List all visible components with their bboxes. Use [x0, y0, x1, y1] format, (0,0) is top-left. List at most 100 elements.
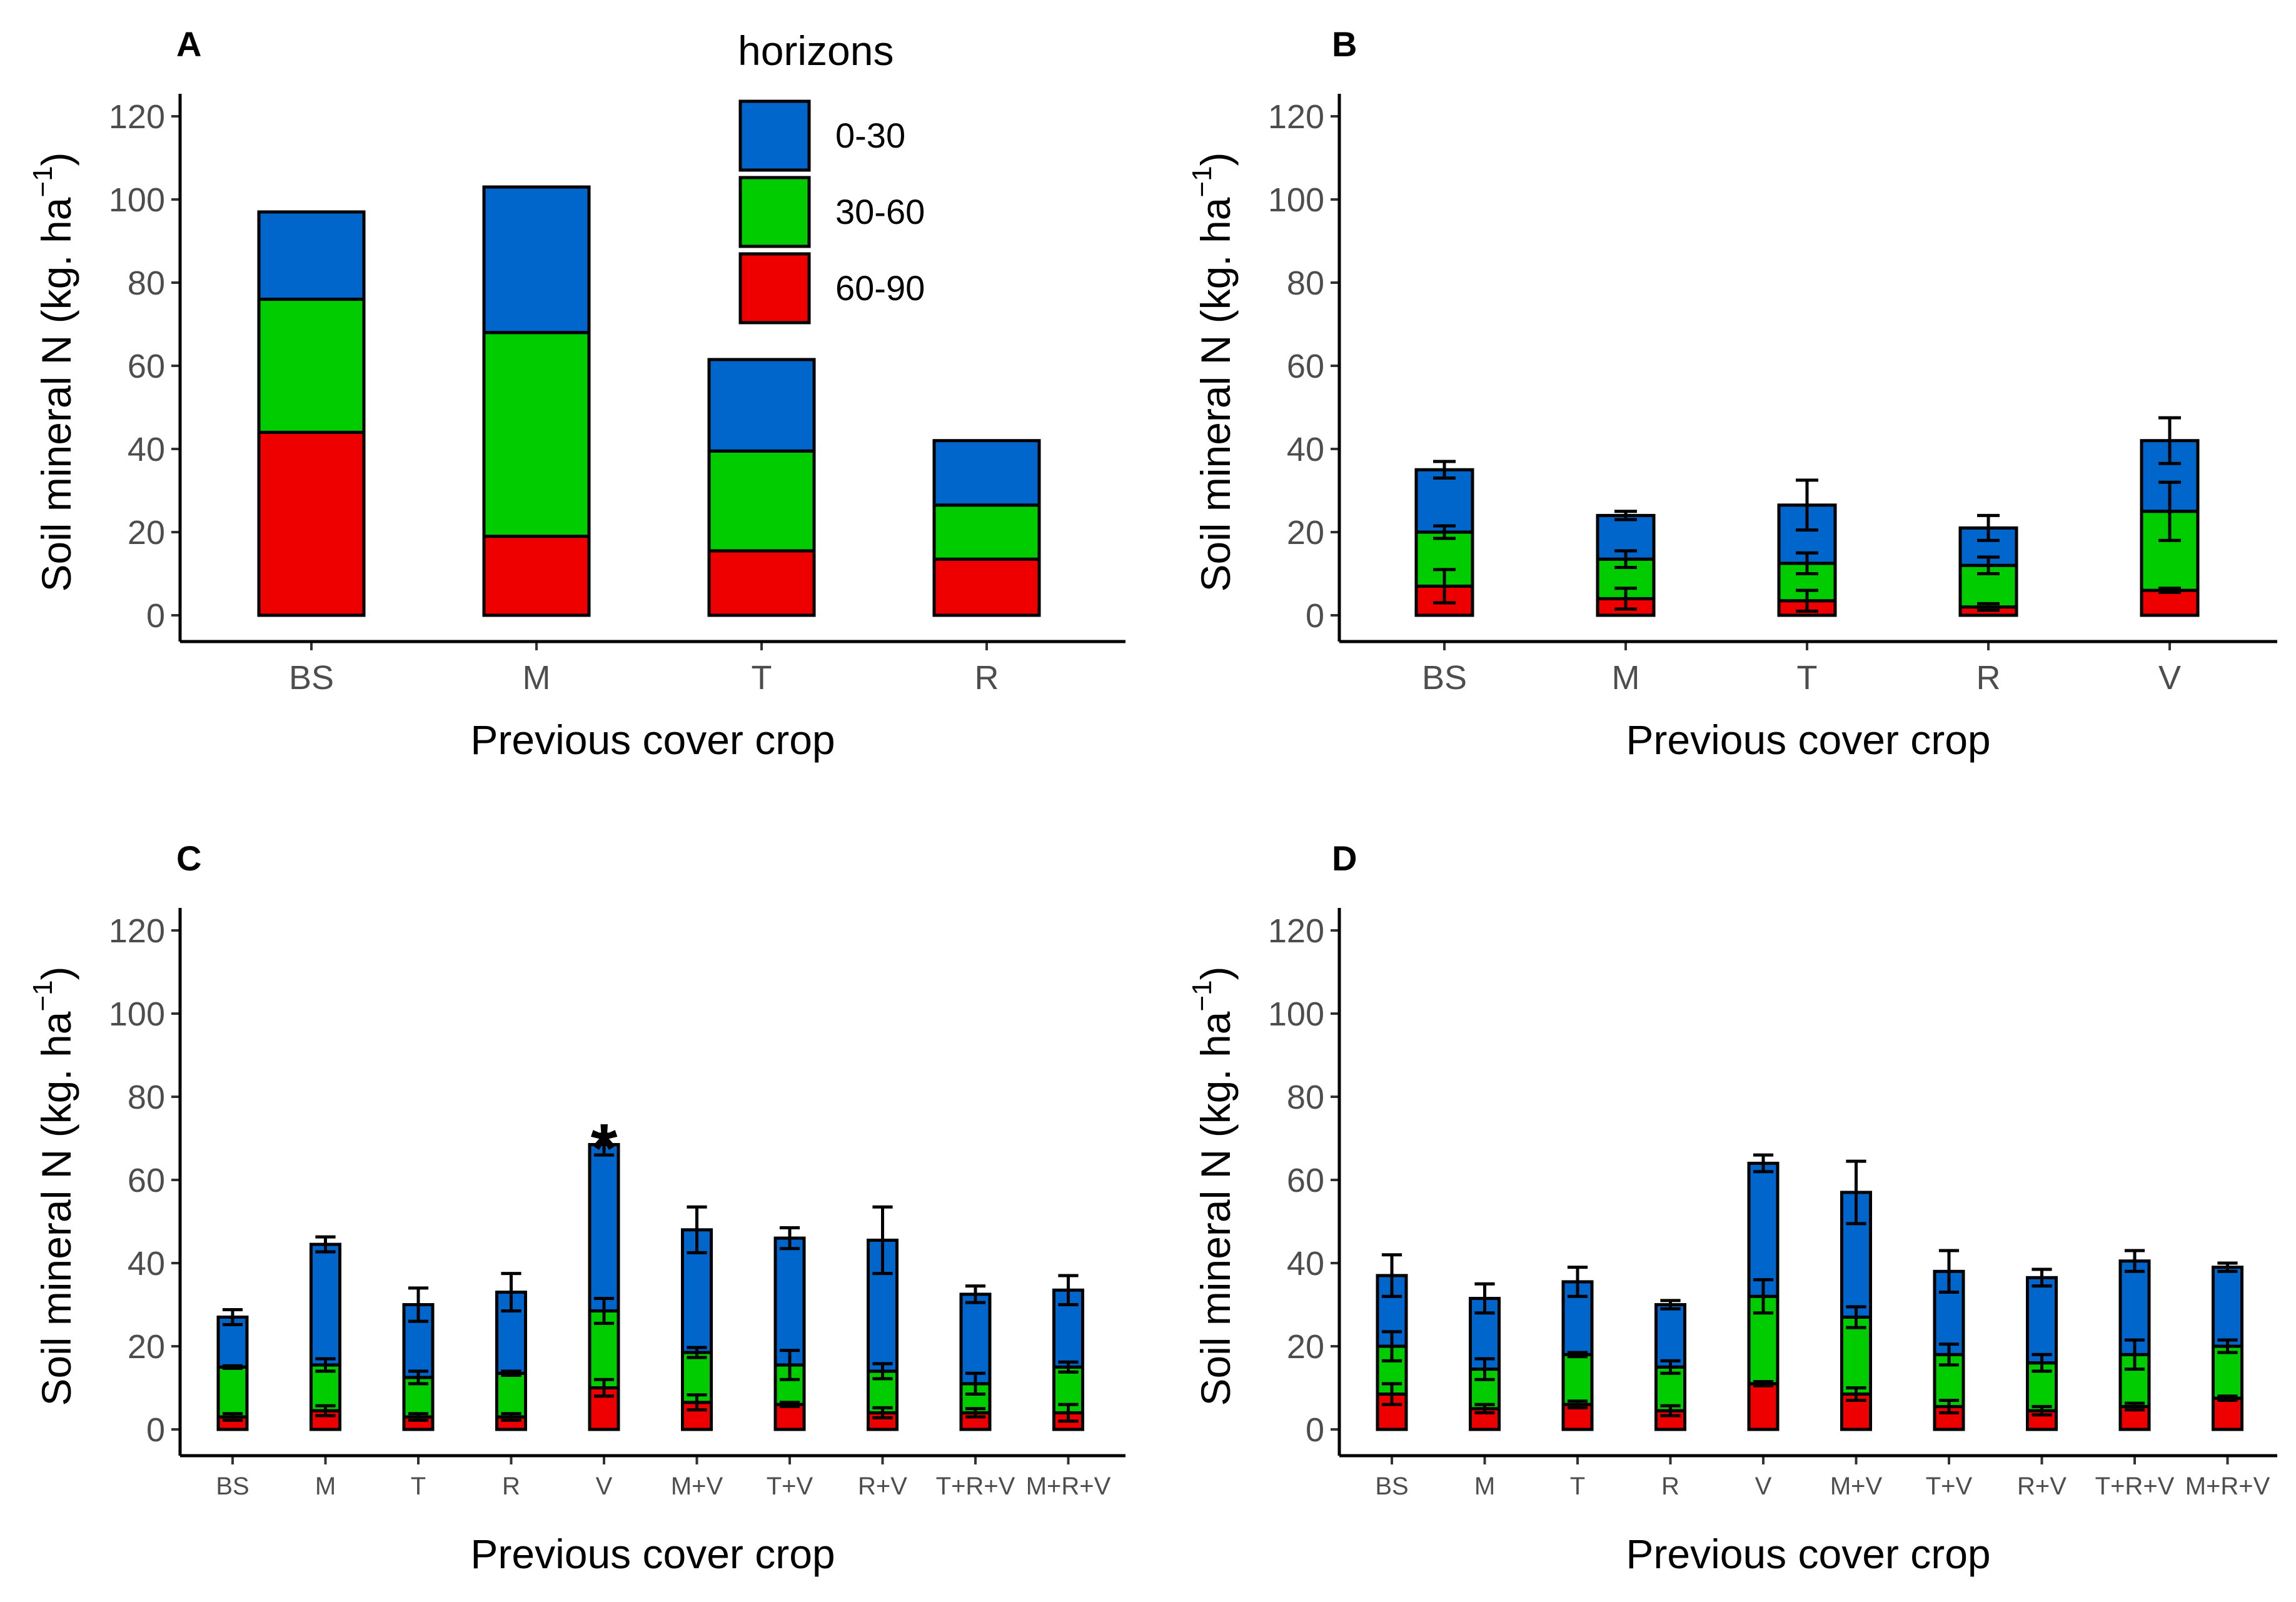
x-tick-label: T+V	[1926, 1473, 1973, 1500]
bar-stack-t-v	[1933, 1249, 1965, 1431]
y-tick-label: 80	[128, 1079, 165, 1116]
bar-segment-60-90	[1747, 1382, 1780, 1431]
x-axis-title: Previous cover crop	[470, 717, 835, 763]
bar-stack-t-v	[773, 1226, 806, 1431]
y-tick-label: 120	[1268, 98, 1324, 136]
legend-label: 30-60	[835, 192, 925, 231]
legend-swatch	[738, 176, 811, 248]
bar-stack-v	[2140, 416, 2200, 617]
bar-stack-bs	[1414, 460, 1474, 617]
bar-segment-30-60	[1561, 1353, 1594, 1406]
bar-stack-t-r-v	[959, 1284, 992, 1431]
x-tick-label: T+R+V	[2095, 1473, 2175, 1500]
bar-stack-bs	[216, 1307, 249, 1431]
y-tick-label: 120	[109, 912, 165, 950]
bar-stack-t-r-v	[2118, 1249, 2151, 1431]
bar-stack-bs	[1376, 1253, 1408, 1431]
y-tick-label: 20	[128, 514, 165, 552]
bar-segment-0-30	[482, 185, 591, 335]
x-tick-label: V	[2158, 659, 2181, 697]
legend-label: 60-90	[835, 268, 925, 308]
bar-stack-m-v	[1840, 1159, 1872, 1431]
x-tick-label: T	[1570, 1473, 1585, 1500]
bar-segment-60-90	[2140, 588, 2200, 617]
x-tick-label: BS	[1422, 659, 1467, 697]
y-tick-label: 20	[1287, 514, 1324, 552]
bar-segment-60-90	[707, 549, 816, 617]
y-tick-label: 0	[146, 597, 165, 635]
bar-stack-t	[1777, 478, 1837, 617]
bar-segment-60-90	[932, 557, 1041, 617]
y-tick-label: 40	[128, 1245, 165, 1282]
x-tick-label: BS	[289, 659, 334, 697]
x-tick-label: V	[596, 1473, 613, 1500]
x-tick-label: R	[975, 659, 999, 697]
panel-label: B	[1332, 24, 1357, 64]
bar-segment-0-30	[257, 210, 366, 301]
x-tick-label: V	[1755, 1473, 1772, 1500]
x-tick-label: R	[1976, 659, 2001, 697]
y-axis-title: Soil mineral N (kg. ha−1)	[1187, 152, 1239, 592]
x-tick-label: M	[315, 1473, 336, 1500]
bar-segment-0-30	[2026, 1276, 2058, 1365]
bar-segment-0-30	[1747, 1161, 1780, 1298]
x-axis-title: Previous cover crop	[470, 1531, 835, 1577]
x-tick-label: M+V	[1830, 1473, 1883, 1500]
x-tick-label: R+V	[2017, 1473, 2067, 1500]
y-tick-label: 60	[1287, 1162, 1324, 1199]
bar-segment-0-30	[1654, 1303, 1686, 1369]
bar-stack-t	[1561, 1266, 1594, 1431]
bar-stack-r-v	[2026, 1267, 2058, 1431]
y-tick-label: 0	[1306, 597, 1324, 635]
x-axis-title: Previous cover crop	[1626, 717, 1990, 763]
bar-segment-30-60	[495, 1371, 527, 1419]
panel-a: A 0 20 40 60 80 100 120 Soil mineral N (kg. ha−1…	[28, 24, 1125, 763]
legend-title: horizons	[738, 28, 894, 74]
panel-c: C 0 20 40 60 80 100 120 Soil mineral N (kg. ha−1…	[28, 839, 1125, 1577]
x-tick-label: BS	[216, 1473, 249, 1500]
bar-segment-30-60	[707, 449, 816, 553]
x-tick-label: M+R+V	[1026, 1473, 1111, 1500]
y-tick-label: 80	[128, 264, 165, 302]
x-tick-label: T	[752, 659, 772, 697]
bar-segment-0-30	[310, 1242, 341, 1367]
legend-label: 0-30	[835, 116, 905, 155]
bar-segment-60-90	[482, 535, 591, 617]
x-tick-label: M+R+V	[2185, 1473, 2270, 1500]
y-tick-label: 60	[128, 1162, 165, 1199]
bar-stack-m	[482, 185, 591, 617]
y-tick-label: 0	[1306, 1411, 1324, 1449]
bar-stack-m-r-v	[2212, 1261, 2243, 1431]
y-tick-label: 20	[1287, 1328, 1324, 1366]
bar-segment-30-60	[257, 298, 366, 434]
y-tick-label: 100	[1268, 181, 1324, 219]
y-tick-label: 0	[146, 1411, 165, 1449]
x-tick-label: T+R+V	[936, 1473, 1015, 1500]
y-tick-label: 100	[1268, 995, 1324, 1033]
bar-stack-bs	[257, 210, 366, 617]
bar-stack-m	[1596, 510, 1656, 617]
x-tick-label: M	[1474, 1473, 1495, 1500]
significance-annotation: *	[591, 1110, 618, 1187]
y-tick-label: 100	[109, 181, 165, 219]
y-axis-title: Soil mineral N (kg. ha−1)	[28, 152, 79, 592]
bar-segment-30-60	[482, 331, 591, 538]
bar-stack-r	[1654, 1299, 1686, 1431]
bar-stack-m	[310, 1235, 341, 1431]
y-tick-label: 80	[1287, 1079, 1324, 1116]
bar-segment-30-60	[216, 1365, 249, 1419]
panel-d: D 0 20 40 60 80 100 120 Soil mineral N (kg. ha−1…	[1187, 839, 2277, 1577]
bar-segment-60-90	[773, 1403, 806, 1431]
y-tick-label: 40	[128, 431, 165, 468]
bar-segment-30-60	[2212, 1344, 2243, 1400]
legend-swatch	[738, 252, 811, 325]
bar-stack-r-v	[867, 1205, 899, 1431]
bar-segment-0-30	[773, 1236, 806, 1367]
y-tick-label: 20	[128, 1328, 165, 1366]
bar-stack-r	[1958, 513, 2018, 617]
bar-stack-r	[495, 1272, 527, 1431]
x-tick-label: T	[1797, 659, 1818, 697]
legend: horizons 0-30 30-60 60-90	[738, 28, 925, 325]
y-tick-label: 60	[128, 348, 165, 385]
